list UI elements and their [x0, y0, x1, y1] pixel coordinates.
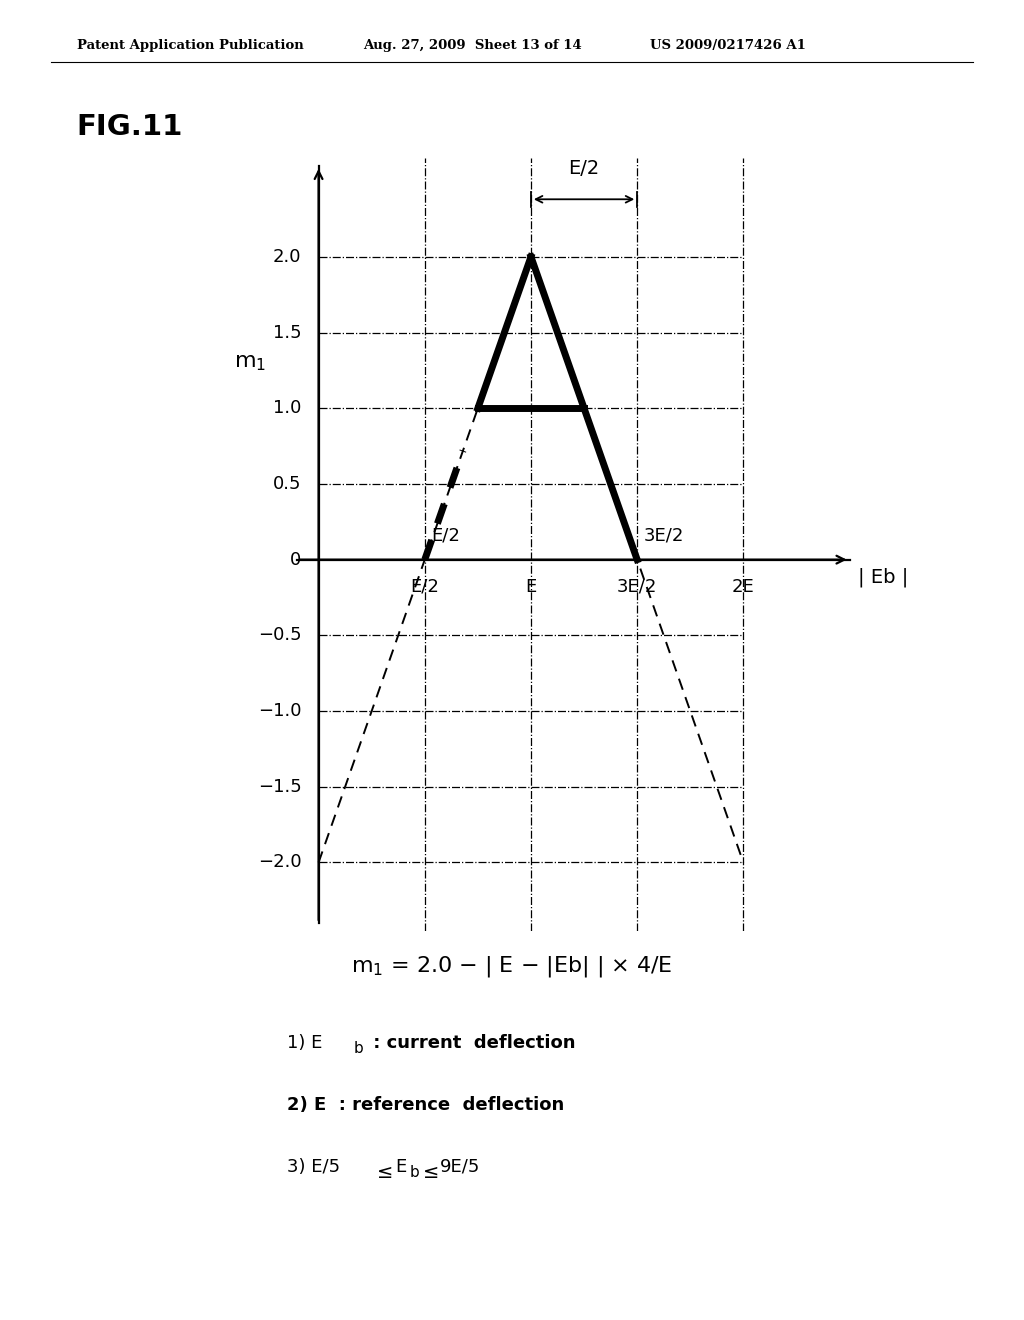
Text: 1) E: 1) E — [287, 1034, 323, 1052]
Text: 2E: 2E — [732, 578, 755, 595]
Text: 2.0: 2.0 — [273, 248, 302, 265]
Text: 3) E/5: 3) E/5 — [287, 1158, 340, 1176]
Text: E/2: E/2 — [568, 160, 600, 178]
Text: b: b — [410, 1164, 420, 1180]
Text: E/2: E/2 — [411, 578, 439, 595]
Text: m$_1$ = 2.0 $-$ | E $-$ |Eb| | $\times$ 4/E: m$_1$ = 2.0 $-$ | E $-$ |Eb| | $\times$ … — [351, 954, 673, 978]
Text: Aug. 27, 2009  Sheet 13 of 14: Aug. 27, 2009 Sheet 13 of 14 — [364, 38, 583, 51]
Text: 1.5: 1.5 — [273, 323, 302, 342]
Text: ≤: ≤ — [423, 1163, 439, 1181]
Text: b: b — [353, 1040, 364, 1056]
Text: US 2009/0217426 A1: US 2009/0217426 A1 — [650, 38, 806, 51]
Text: 0: 0 — [291, 550, 302, 569]
Text: ≤: ≤ — [377, 1163, 393, 1181]
Text: 3E/2: 3E/2 — [643, 527, 684, 544]
Text: 3E/2: 3E/2 — [617, 578, 657, 595]
Text: E: E — [395, 1158, 407, 1176]
Text: E: E — [525, 578, 537, 595]
Text: E/2: E/2 — [431, 527, 460, 544]
Text: −0.5: −0.5 — [258, 627, 302, 644]
Text: 9E/5: 9E/5 — [440, 1158, 480, 1176]
Text: FIG.11: FIG.11 — [77, 112, 183, 141]
Text: 0.5: 0.5 — [273, 475, 302, 492]
Text: : current  deflection: : current deflection — [367, 1034, 575, 1052]
Text: 2) E  : reference  deflection: 2) E : reference deflection — [287, 1096, 564, 1114]
Text: 1.0: 1.0 — [273, 399, 302, 417]
Text: Patent Application Publication: Patent Application Publication — [77, 38, 303, 51]
Text: −1.5: −1.5 — [258, 777, 302, 796]
Text: m$_1$: m$_1$ — [234, 352, 266, 372]
Text: −1.0: −1.0 — [258, 702, 302, 719]
Text: −2.0: −2.0 — [258, 854, 302, 871]
Text: | Eb |: | Eb | — [858, 568, 908, 586]
